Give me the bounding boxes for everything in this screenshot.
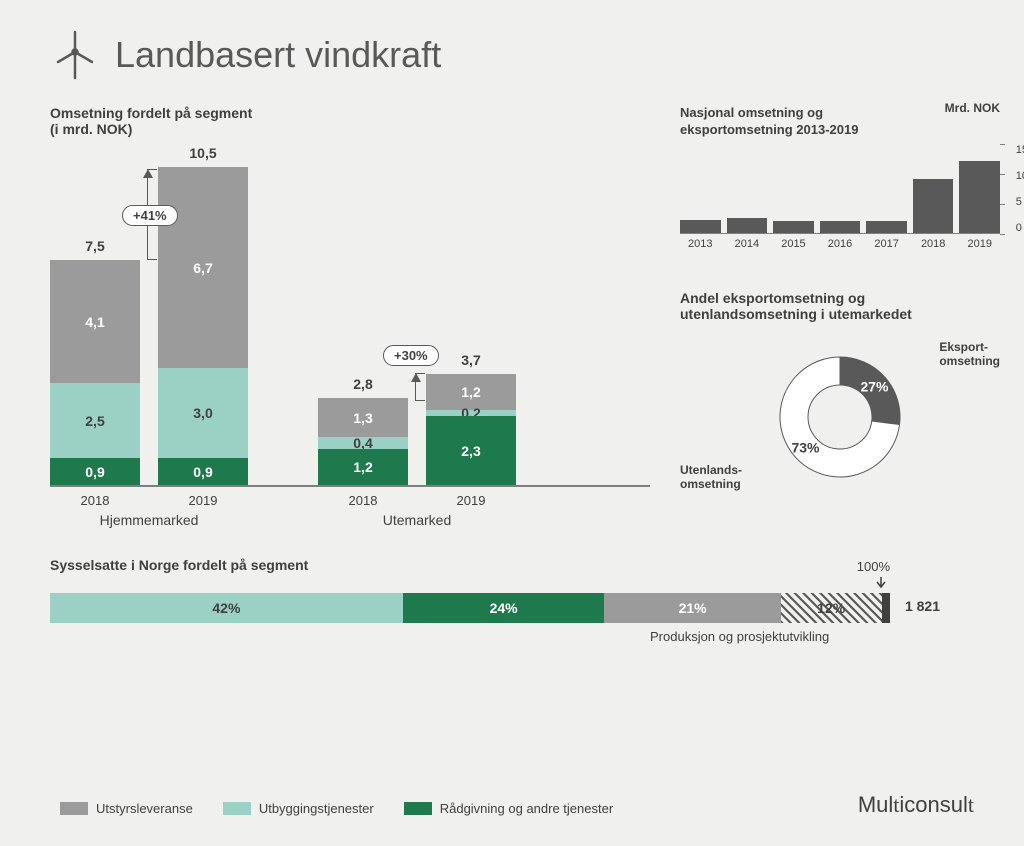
mini-year-label: 2013 [680, 238, 721, 250]
mini-bar [913, 179, 954, 233]
mini-bar [680, 220, 721, 233]
mini-bar-chart: Nasjonal omsetning og eksportomsetning 2… [680, 105, 1000, 250]
market-label: Utemarked [318, 512, 516, 528]
change-arrow-line [415, 382, 416, 401]
stacked-bar: 3,72,30,21,2 [426, 374, 516, 485]
mini-bar [820, 221, 861, 233]
change-arrow-stub [147, 259, 157, 260]
bar-segment: 6,7 [158, 167, 248, 368]
employment-100pct: 100% [857, 559, 890, 574]
mini-axis-tick: 10 [1016, 170, 1024, 182]
mini-tick-line [1000, 144, 1005, 145]
bar-segment: 0,9 [158, 458, 248, 485]
bar-segment: 1,2 [318, 449, 408, 485]
legend-label: Rådgivning og andre tjenester [440, 801, 613, 816]
change-arrow-head [411, 373, 421, 382]
segment-title-line1: Omsetning fordelt på segment [50, 105, 252, 121]
brand-logo: Multiconsult [858, 792, 974, 818]
employment-segment: 42% [50, 593, 403, 623]
legend-swatch [60, 802, 88, 815]
mini-bar [727, 218, 768, 233]
mini-year-label: 2017 [866, 238, 907, 250]
employment-segment: 21% [604, 593, 780, 623]
year-label: 2019 [426, 493, 516, 508]
legend: Utstyrsleveranse Utbyggingstjenester Rådgi… [60, 801, 613, 816]
employment-segment [882, 593, 890, 623]
change-arrow-head [143, 169, 153, 178]
legend-item: Utbyggingstjenester [223, 801, 374, 816]
mini-year-label: 2018 [913, 238, 954, 250]
employment-title: Sysselsatte i Norge fordelt på segment [50, 557, 974, 573]
change-badge: +41% [122, 205, 178, 226]
bar-total-label: 3,7 [426, 352, 516, 368]
change-badge: +30% [383, 345, 439, 366]
bar-total-label: 10,5 [158, 145, 248, 161]
title-row: Landbasert vindkraft [50, 30, 974, 80]
segment-chart-title: Omsetning fordelt på segment (i mrd. NOK… [50, 105, 650, 137]
donut-label-export: Eksport-omsetning [939, 340, 1000, 369]
mini-year-label: 2019 [959, 238, 1000, 250]
employment-sublabel: Produksjon og prosjektutvikling [650, 629, 974, 644]
bar-total-label: 2,8 [318, 376, 408, 392]
legend-item: Rådgivning og andre tjenester [404, 801, 613, 816]
bar-group: 2,81,20,41,33,72,30,21,2 [318, 374, 516, 485]
employment-segment: 12% [781, 593, 882, 623]
employment-segment: 24% [403, 593, 605, 623]
employment-chart: Sysselsatte i Norge fordelt på segment 1… [50, 557, 974, 644]
legend-label: Utstyrsleveranse [96, 801, 193, 816]
mini-chart-title: Nasjonal omsetning og eksportomsetning 2… [680, 105, 870, 139]
stacked-bar: 2,81,20,41,3 [318, 398, 408, 485]
mini-year-label: 2016 [820, 238, 861, 250]
segment-chart: Omsetning fordelt på segment (i mrd. NOK… [50, 105, 650, 517]
market-label: Hjemmemarked [50, 512, 248, 528]
bar-segment: 2,3 [426, 416, 516, 485]
mini-year-label: 2014 [727, 238, 768, 250]
donut-label-foreign: Utenlands-omsetning [680, 463, 742, 492]
change-arrow-stub [415, 373, 425, 374]
year-label: 2018 [50, 493, 140, 508]
bar-segment: 4,1 [50, 260, 140, 383]
change-arrow-stub [147, 169, 157, 170]
mini-tick-line [1000, 234, 1005, 235]
bar-segment: 2,5 [50, 383, 140, 458]
mini-axis-tick: 5 [1016, 196, 1024, 208]
change-arrow-stub [415, 400, 425, 401]
donut-pct-label: 27% [860, 378, 889, 394]
donut-chart: Andel eksportomsetning og utenlandsomset… [680, 290, 1000, 502]
wind-turbine-icon [50, 30, 100, 80]
year-label: 2019 [158, 493, 248, 508]
mini-bar [866, 221, 907, 233]
mini-axis-tick: 15 [1016, 144, 1024, 156]
bar-segment: 0,4 [318, 437, 408, 449]
mini-tick-line [1000, 204, 1005, 205]
bar-segment: 1,3 [318, 398, 408, 437]
down-arrow-icon [875, 577, 887, 591]
page-title: Landbasert vindkraft [115, 34, 441, 76]
bar-total-label: 7,5 [50, 238, 140, 254]
employment-total: 1 821 [905, 598, 940, 614]
donut-title: Andel eksportomsetning og utenlandsomset… [680, 290, 1000, 322]
mini-chart-unit: Mrd. NOK [945, 101, 1000, 115]
mini-bar [959, 161, 1000, 233]
bar-segment: 3,0 [158, 368, 248, 458]
legend-label: Utbyggingstjenester [259, 801, 374, 816]
stacked-bar: 7,50,92,54,1 [50, 260, 140, 485]
segment-title-line2: (i mrd. NOK) [50, 121, 132, 137]
legend-swatch [404, 802, 432, 815]
bar-segment: 0,9 [50, 458, 140, 485]
mini-year-label: 2015 [773, 238, 814, 250]
legend-item: Utstyrsleveranse [60, 801, 193, 816]
year-label: 2018 [318, 493, 408, 508]
mini-tick-line [1000, 174, 1005, 175]
mini-bar [773, 221, 814, 233]
legend-swatch [223, 802, 251, 815]
mini-axis-tick: 0 [1016, 222, 1024, 234]
donut-pct-label: 73% [791, 439, 820, 455]
